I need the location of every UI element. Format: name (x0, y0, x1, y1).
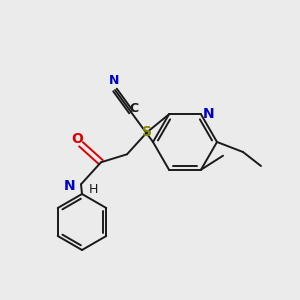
Text: S: S (142, 125, 152, 139)
Text: N: N (109, 74, 119, 88)
Text: N: N (203, 107, 215, 121)
Text: H: H (89, 183, 98, 196)
Text: N: N (63, 179, 75, 193)
Text: O: O (71, 132, 83, 146)
Text: C: C (129, 103, 139, 116)
